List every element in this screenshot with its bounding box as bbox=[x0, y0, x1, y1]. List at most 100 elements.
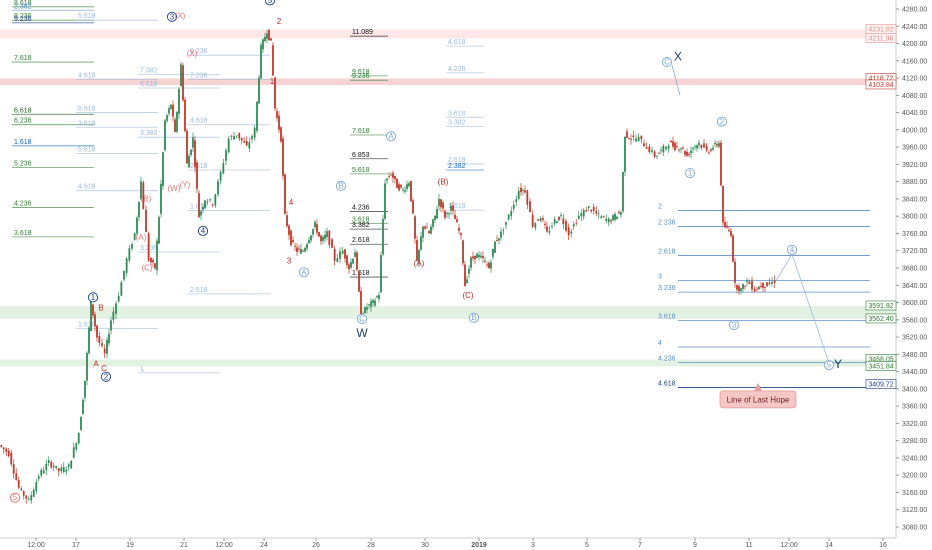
candle-body bbox=[430, 226, 432, 234]
candle-body bbox=[728, 229, 730, 232]
candle-body bbox=[5, 448, 8, 452]
candle-body bbox=[520, 187, 522, 193]
callout-pointer bbox=[754, 382, 762, 391]
candle-body bbox=[2, 447, 5, 450]
candle-body bbox=[174, 119, 176, 132]
candle-body bbox=[422, 226, 424, 238]
candle-body bbox=[278, 115, 280, 130]
candle-body bbox=[682, 147, 684, 149]
price-box-label: 3468.05 bbox=[868, 357, 893, 364]
candle-body bbox=[688, 153, 690, 156]
fib-level-label: 2.618 bbox=[190, 287, 208, 294]
candle-body bbox=[333, 249, 336, 261]
candle-body bbox=[136, 217, 138, 234]
time-tick-label: 21 bbox=[180, 542, 188, 549]
candle-body bbox=[123, 270, 125, 280]
candle-body bbox=[225, 150, 227, 161]
candle-body bbox=[20, 488, 23, 491]
candle-body bbox=[150, 257, 152, 263]
candle-body bbox=[510, 211, 513, 217]
candle-body bbox=[382, 219, 384, 255]
fib-level-label: 3 bbox=[658, 273, 662, 280]
wave-label: (C) bbox=[141, 264, 152, 273]
candle-body bbox=[240, 137, 243, 141]
wave-label-circle bbox=[166, 11, 178, 22]
candle-body bbox=[131, 244, 133, 249]
candle-body bbox=[243, 141, 246, 143]
candle-body bbox=[446, 212, 448, 214]
price-tick-label: 3400.00 bbox=[902, 386, 927, 393]
candle-body bbox=[572, 224, 575, 227]
fib-level-label: 2.382 bbox=[448, 163, 466, 170]
candle-body bbox=[60, 467, 63, 472]
candle-body bbox=[498, 238, 500, 241]
candle-body bbox=[133, 233, 136, 240]
candle-body bbox=[482, 256, 484, 258]
candle-body bbox=[460, 233, 462, 235]
price-box bbox=[865, 313, 897, 324]
candle-body bbox=[575, 223, 578, 224]
fib-level-label: 2.382 bbox=[14, 3, 32, 10]
candle-body bbox=[630, 138, 632, 140]
wave-label: (B) bbox=[141, 195, 152, 204]
fib-level-label: 11.089 bbox=[352, 29, 373, 36]
candle-body bbox=[670, 140, 672, 143]
candle-body bbox=[286, 215, 288, 227]
time-tick-label: 5 bbox=[585, 542, 589, 549]
candle-body bbox=[438, 198, 440, 207]
candle-body bbox=[32, 489, 35, 497]
candle-body bbox=[296, 247, 298, 252]
fib-level-label: 4.236 bbox=[352, 204, 370, 211]
price-box bbox=[865, 300, 897, 311]
candle-body bbox=[154, 263, 156, 269]
wave-label-circle bbox=[716, 116, 728, 127]
fib-level-label: 5.618 bbox=[78, 106, 96, 113]
wave-label: 5 bbox=[13, 493, 18, 502]
wave-label: 5 bbox=[268, 0, 273, 5]
wave-label-circle bbox=[728, 319, 740, 331]
price-box bbox=[865, 79, 897, 90]
candle-body bbox=[284, 174, 286, 214]
candle-body bbox=[595, 210, 598, 214]
candle-body bbox=[590, 209, 593, 212]
candle-body bbox=[358, 271, 360, 292]
candle-body bbox=[280, 127, 282, 142]
time-tick-label: 11 bbox=[745, 542, 752, 549]
candle-body bbox=[694, 146, 696, 148]
candle-body bbox=[622, 172, 624, 212]
candle-body bbox=[452, 205, 454, 211]
wave-label: C bbox=[101, 364, 107, 373]
wave-label: (A) bbox=[136, 233, 147, 242]
candle-body bbox=[326, 231, 328, 237]
price-box-label: 4231.82 bbox=[868, 27, 893, 34]
candle-body bbox=[94, 314, 96, 327]
candle-body bbox=[300, 248, 302, 254]
candle-body bbox=[147, 233, 150, 261]
candle-body bbox=[548, 230, 551, 233]
fib-level-label: 9.236 bbox=[14, 16, 32, 23]
candle-body bbox=[35, 482, 38, 491]
fib-level-label: 3.618 bbox=[352, 217, 370, 224]
time-tick-label: 12:00 bbox=[215, 542, 233, 549]
candle-body bbox=[488, 262, 490, 269]
candle-body bbox=[282, 138, 284, 176]
time-tick-label: 3 bbox=[531, 542, 535, 549]
candle-body bbox=[40, 469, 43, 476]
candle-body bbox=[202, 206, 204, 210]
price-tick-label: 4280.00 bbox=[902, 7, 927, 14]
candle-body bbox=[570, 231, 573, 234]
candle-body bbox=[696, 145, 698, 149]
wave-label-circle bbox=[468, 312, 480, 323]
candle-body bbox=[92, 304, 94, 316]
candle-body bbox=[472, 256, 474, 259]
candle-body bbox=[531, 214, 534, 227]
price-tick-label: 3240.00 bbox=[902, 455, 927, 462]
candle-body bbox=[716, 144, 718, 146]
candle-body bbox=[744, 285, 746, 287]
candle-body bbox=[374, 300, 376, 306]
wave-label-circle bbox=[786, 244, 798, 255]
wave-label-circle bbox=[823, 360, 835, 371]
candle-body bbox=[106, 339, 108, 355]
candle-body bbox=[640, 135, 643, 140]
